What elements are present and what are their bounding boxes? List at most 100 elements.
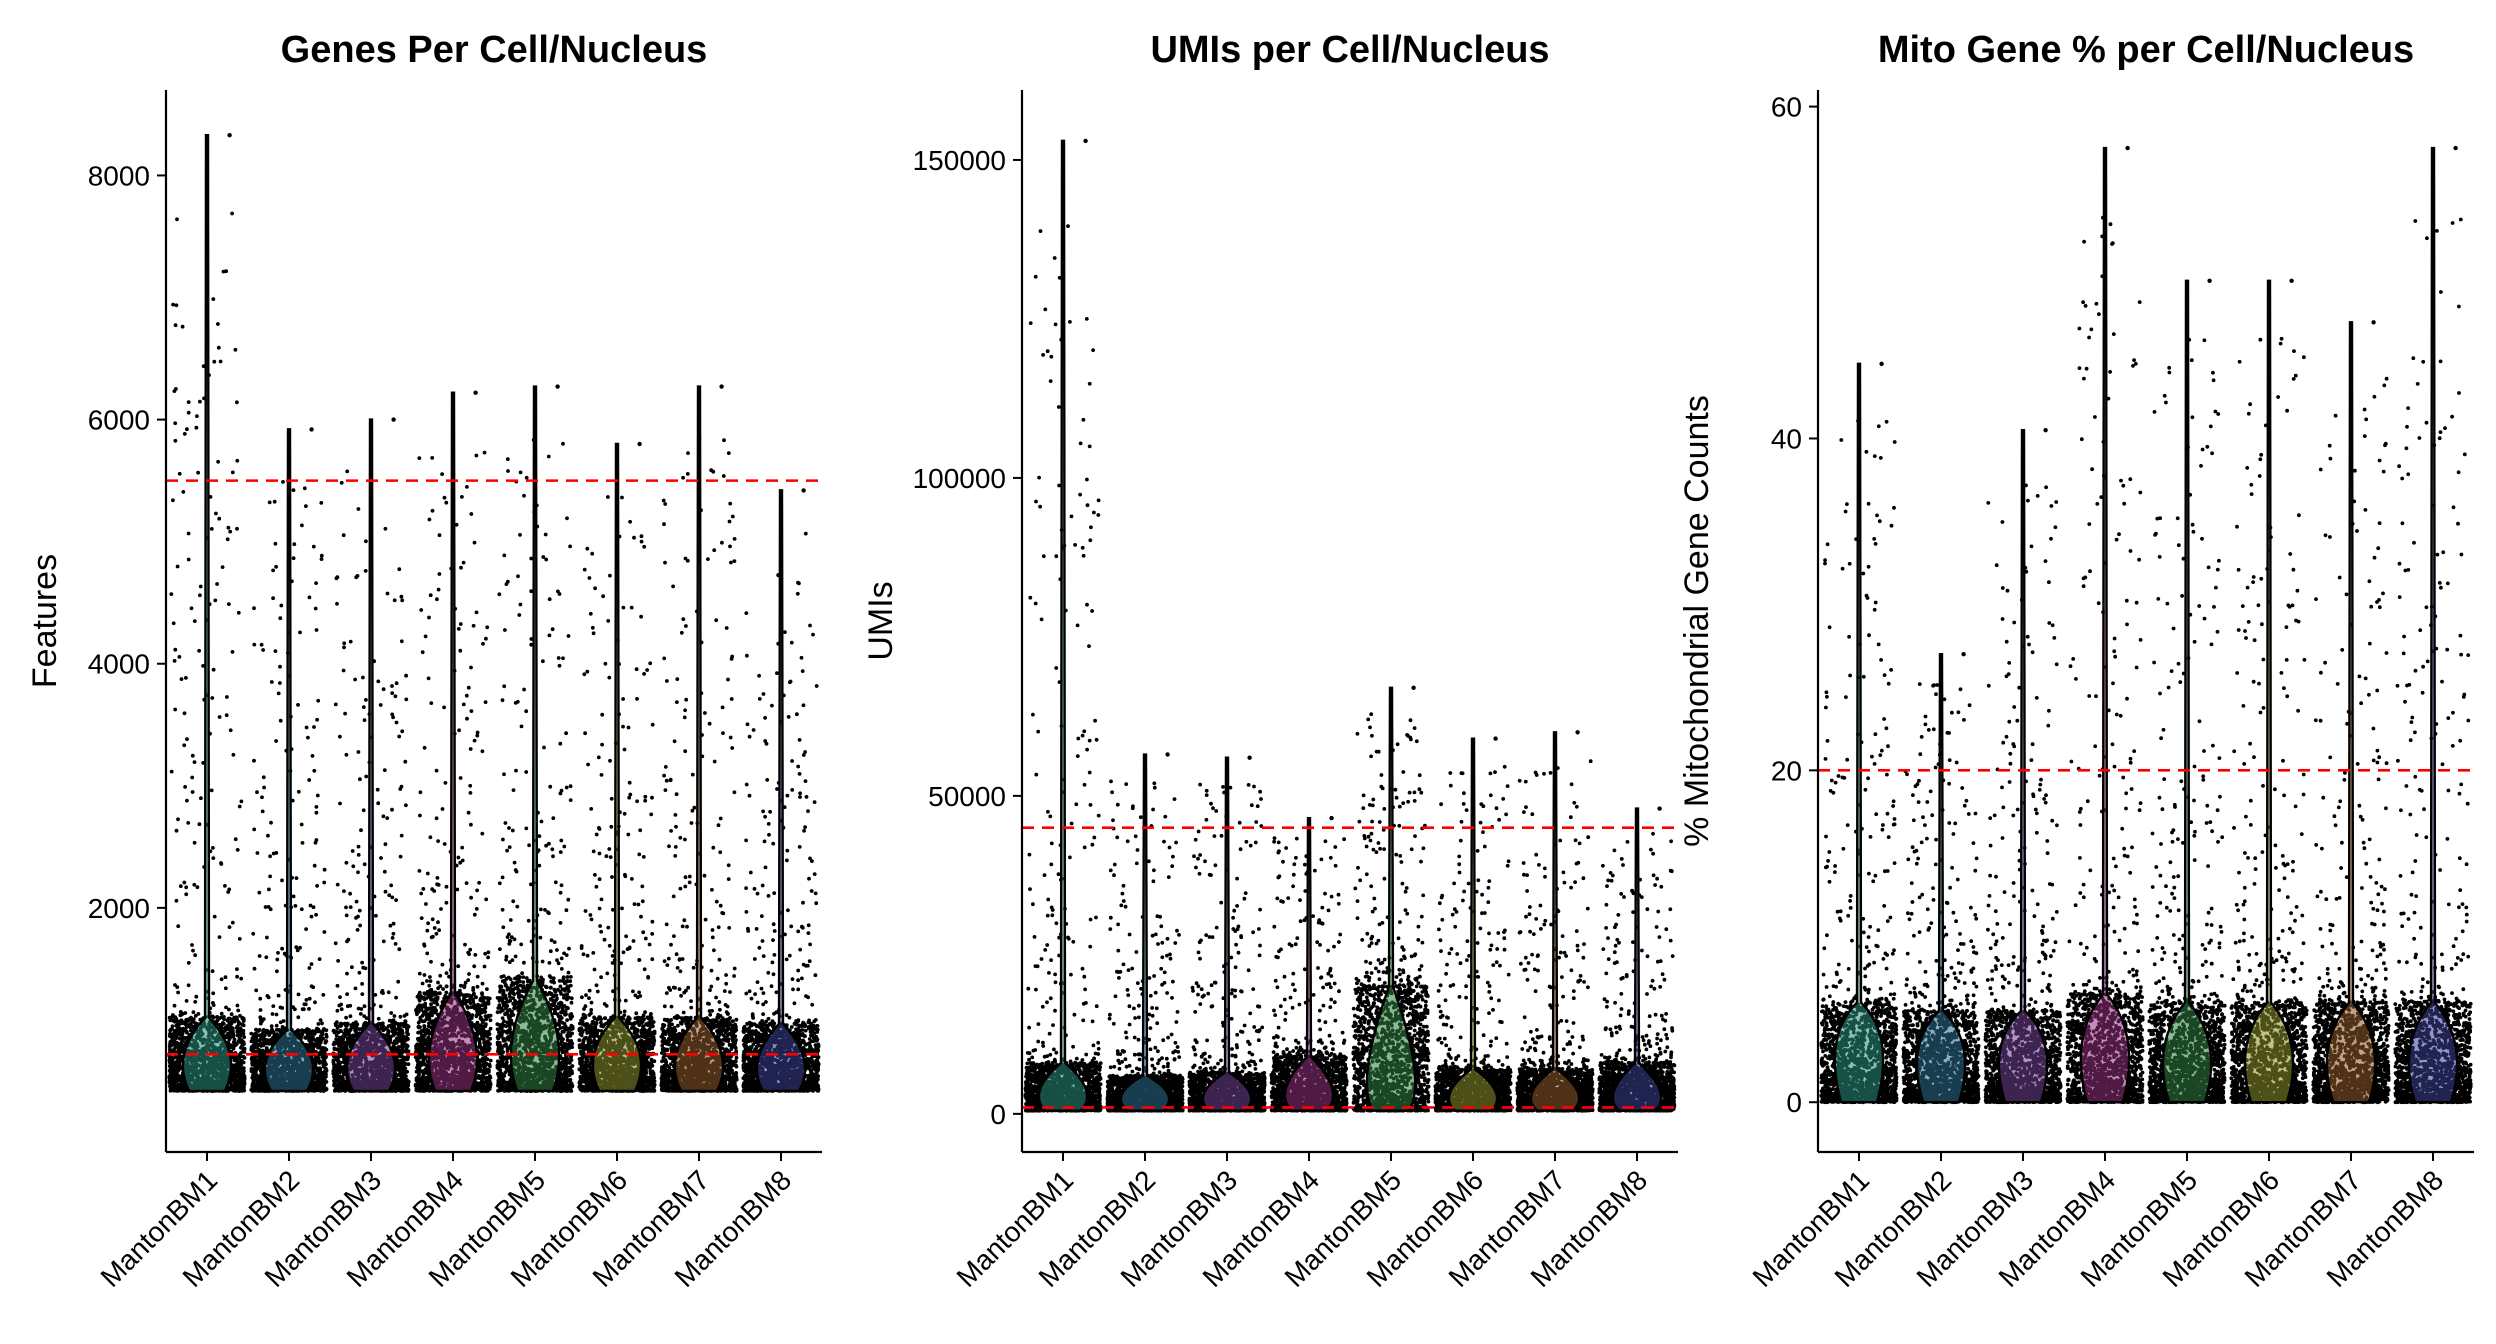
data-point	[168, 1018, 172, 1022]
data-point	[197, 649, 201, 653]
data-point	[175, 829, 179, 833]
data-point	[182, 881, 186, 885]
data-point	[175, 1074, 179, 1078]
data-point	[215, 582, 219, 586]
data-point	[235, 1057, 239, 1061]
data-point	[187, 411, 191, 415]
data-point	[234, 837, 238, 841]
data-point	[171, 1040, 175, 1044]
data-point	[184, 892, 188, 896]
data-point	[175, 217, 179, 221]
data-point	[182, 743, 186, 747]
data-point	[211, 297, 215, 301]
data-point	[235, 975, 239, 979]
data-point	[191, 790, 195, 794]
series-MantonBM1	[167, 133, 246, 1093]
data-point	[232, 753, 236, 757]
data-point	[228, 530, 232, 534]
data-point	[211, 991, 215, 995]
data-point	[171, 498, 175, 502]
data-point	[184, 885, 188, 889]
data-point	[198, 593, 202, 597]
data-point	[193, 953, 197, 957]
figure: Genes Per Cell/Nucleus Features 2000 4000 60…	[0, 0, 2496, 1344]
data-point	[216, 460, 220, 464]
data-point	[169, 1088, 173, 1092]
data-point	[240, 1061, 244, 1065]
data-point	[233, 1083, 237, 1087]
data-point	[199, 796, 203, 800]
data-point	[231, 471, 235, 475]
data-point	[176, 817, 180, 821]
max-point	[227, 133, 231, 137]
data-point	[191, 949, 195, 953]
data-point	[176, 924, 180, 928]
chart-panel-1: Genes Per Cell/NucleusFeatures2000400060…	[26, 29, 822, 1293]
data-point	[223, 884, 227, 888]
data-point	[219, 1024, 223, 1028]
data-point	[181, 325, 185, 329]
data-point	[177, 1084, 181, 1088]
data-point	[169, 592, 173, 596]
data-point	[195, 426, 199, 430]
data-point	[211, 856, 215, 860]
data-point	[215, 1019, 219, 1023]
data-point	[227, 526, 231, 530]
data-point	[176, 565, 180, 569]
data-point	[177, 1079, 181, 1083]
data-point	[218, 715, 222, 719]
data-point	[187, 532, 191, 536]
data-point	[168, 1070, 172, 1074]
data-point	[194, 1021, 198, 1025]
data-point	[185, 999, 189, 1003]
data-point	[238, 1083, 242, 1087]
data-point	[178, 1087, 182, 1091]
data-point	[193, 1000, 197, 1004]
data-point	[174, 323, 178, 327]
data-point	[178, 1033, 182, 1037]
data-point	[170, 1027, 174, 1031]
data-point	[240, 1078, 244, 1082]
data-point	[173, 708, 177, 712]
data-point	[226, 890, 230, 894]
data-point	[210, 696, 214, 700]
data-point	[175, 985, 179, 989]
data-point	[181, 1012, 185, 1016]
data-point	[224, 1026, 228, 1030]
data-point	[232, 1016, 236, 1020]
data-point	[224, 975, 228, 979]
data-point	[170, 1015, 174, 1019]
data-point	[178, 655, 182, 659]
data-point	[235, 527, 239, 531]
data-point	[173, 421, 177, 425]
data-point	[237, 611, 241, 615]
data-point	[195, 414, 199, 418]
data-point	[225, 695, 229, 699]
data-point	[242, 1023, 246, 1027]
data-point	[183, 432, 187, 436]
data-point	[224, 1006, 228, 1010]
data-point	[228, 925, 232, 929]
data-point	[224, 269, 228, 273]
data-point	[239, 1066, 243, 1070]
data-point	[214, 512, 218, 516]
data-point	[224, 986, 228, 990]
data-point	[193, 760, 197, 764]
data-point	[229, 1027, 233, 1031]
data-point	[240, 1071, 244, 1075]
data-point	[235, 459, 239, 463]
data-point	[187, 400, 191, 404]
data-point	[239, 1087, 243, 1091]
data-point	[233, 1040, 237, 1044]
data-point	[198, 400, 202, 404]
data-point	[176, 991, 180, 995]
data-point	[191, 754, 195, 758]
series-MantonBM2	[249, 427, 328, 1093]
data-point	[175, 1041, 179, 1045]
data-point	[182, 1020, 186, 1024]
data-point	[187, 961, 191, 965]
data-point	[170, 770, 174, 774]
data-point	[238, 1014, 242, 1018]
data-point	[176, 1023, 180, 1027]
data-point	[212, 360, 216, 364]
